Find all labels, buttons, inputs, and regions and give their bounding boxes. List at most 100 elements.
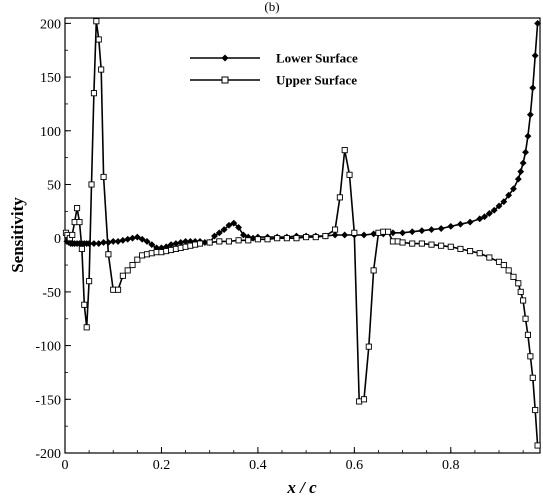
lower-surface-point (235, 224, 243, 231)
upper-surface-point (322, 232, 329, 240)
lower-surface-point (447, 222, 455, 230)
upper-surface-point (312, 234, 319, 241)
upper-surface-point (524, 331, 531, 338)
y-tick-label: -100 (35, 340, 61, 355)
upper-surface-point (527, 353, 534, 360)
y-tick-label: 50 (47, 178, 61, 193)
upper-surface-point (399, 239, 406, 246)
upper-surface-point (264, 236, 271, 243)
lower-surface-point (211, 232, 218, 240)
lower-surface-point (240, 231, 247, 239)
upper-surface-point (74, 205, 81, 212)
upper-surface-point (283, 235, 290, 242)
upper-surface-point (235, 237, 242, 244)
upper-surface-point (476, 250, 483, 257)
lower-surface-point (341, 231, 349, 239)
lower-surface-point (143, 237, 151, 245)
upper-surface-point (467, 248, 474, 255)
y-tick-label: 150 (40, 71, 61, 86)
upper-surface-point (124, 267, 131, 274)
upper-surface-point (529, 374, 536, 381)
upper-surface-point (510, 273, 517, 280)
lower-surface-point (133, 233, 141, 241)
lower-surface-point (114, 237, 122, 245)
legend-marker-upper (221, 76, 229, 84)
lower-surface-point (399, 229, 406, 237)
upper-surface-point (457, 245, 464, 252)
upper-surface-point (90, 90, 97, 97)
upper-surface-point (495, 258, 503, 265)
lower-surface-point (100, 239, 108, 246)
x-axis-label: x / c (286, 478, 317, 497)
upper-surface-point (206, 239, 213, 246)
upper-surface-point (69, 231, 76, 239)
lower-surface-point (90, 240, 98, 247)
upper-surface-point (105, 251, 112, 258)
upper-surface-point (385, 228, 392, 235)
upper-surface-point (370, 267, 377, 274)
upper-surface-point (486, 254, 493, 261)
lower-surface-point (481, 213, 488, 221)
upper-surface-point (93, 18, 100, 25)
upper-surface-point (134, 256, 141, 263)
y-tick-label: -50 (42, 286, 61, 301)
lower-surface-point (476, 215, 484, 223)
legend-marker-lower (221, 54, 229, 62)
upper-surface-point (129, 261, 136, 269)
x-tick-label: 0.6 (346, 458, 364, 473)
lower-surface-point (408, 228, 416, 236)
upper-surface-point (216, 238, 223, 245)
lower-surface-point (505, 191, 513, 199)
lower-surface-point (534, 19, 542, 27)
upper-surface-point (520, 297, 527, 304)
y-tick-label: -200 (35, 447, 61, 462)
legend-entry-label: Lower Surface (276, 51, 358, 66)
upper-surface-point (76, 219, 83, 226)
upper-surface-point (98, 66, 105, 73)
upper-surface-point (532, 406, 539, 414)
lower-surface-point (129, 234, 136, 242)
lower-surface-point (517, 168, 525, 176)
lower-surface-point (519, 159, 527, 167)
x-tick-label: 0.2 (153, 458, 171, 473)
lower-surface-point (531, 52, 539, 60)
upper-surface-point (522, 315, 529, 322)
upper-surface-point (245, 237, 252, 244)
y-tick-label: 100 (40, 125, 61, 140)
y-tick-label: 0 (54, 232, 61, 247)
lower-surface-point (360, 231, 368, 239)
lower-surface-point (514, 175, 522, 183)
upper-surface-point (336, 194, 343, 201)
upper-surface-point (438, 242, 445, 249)
upper-surface-point (293, 235, 300, 242)
upper-surface-point (447, 243, 454, 250)
upper-surface-point (534, 442, 541, 449)
lower-surface-point (500, 198, 508, 206)
x-tick-label: 0 (62, 458, 69, 473)
upper-surface-point (351, 229, 358, 236)
upper-surface-point (505, 267, 512, 274)
y-tick-label: 200 (40, 17, 61, 32)
upper-surface-point (95, 36, 102, 43)
upper-surface-point (225, 238, 233, 245)
upper-surface-point (341, 147, 348, 154)
lower-surface-point (148, 241, 156, 249)
upper-surface-point (360, 396, 368, 403)
lower-surface-point (526, 111, 534, 119)
lower-surface-point (529, 84, 537, 92)
legend-entry-label: Upper Surface (276, 73, 357, 88)
upper-surface-point (274, 235, 281, 242)
chart-top-label: (b) (264, 0, 279, 14)
lower-surface-point (428, 226, 435, 234)
upper-surface-point (83, 324, 90, 331)
lower-surface-point (331, 231, 339, 239)
y-tick-label: -150 (35, 393, 61, 408)
lower-surface-point (524, 132, 532, 140)
lower-surface-point (138, 235, 146, 243)
upper-surface-point (500, 261, 507, 269)
lower-surface-point (95, 240, 103, 247)
lower-surface-point (490, 206, 498, 214)
upper-surface-point (409, 240, 416, 247)
upper-surface-point (78, 245, 85, 252)
